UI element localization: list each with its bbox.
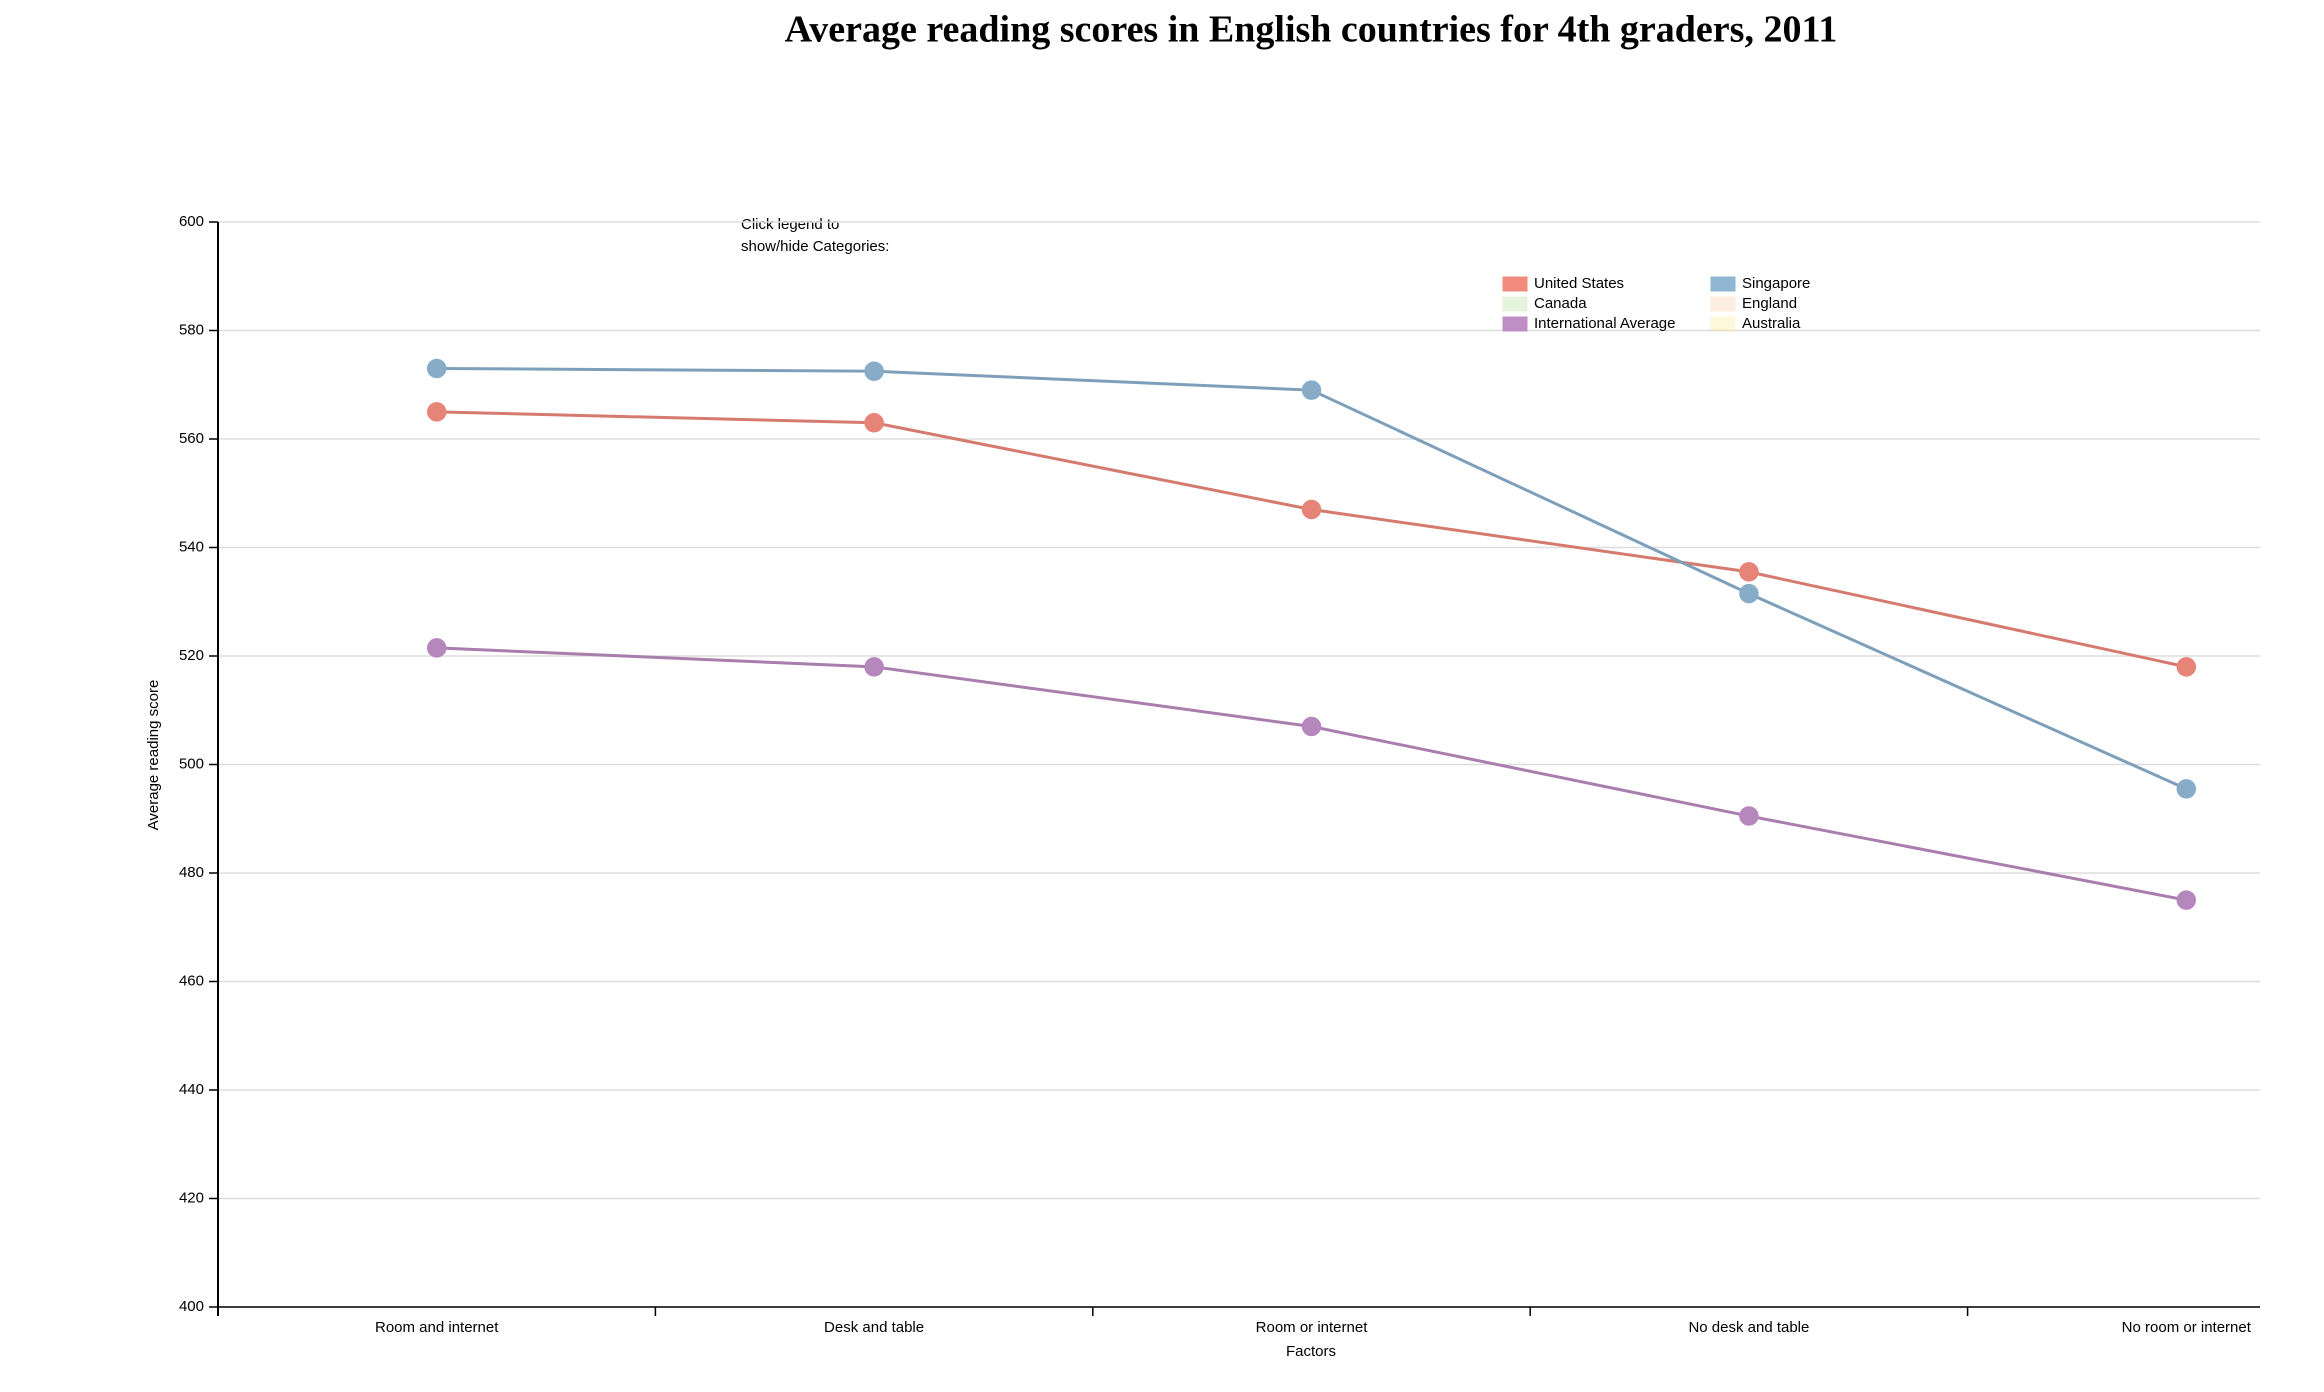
- data-point: [864, 412, 884, 433]
- y-tick-label: 580: [179, 321, 204, 338]
- y-tick-label: 540: [179, 538, 204, 555]
- series-line: [436, 646, 2187, 902]
- x-axis-label: Factors: [1286, 1343, 1336, 1360]
- y-tick-label: 460: [179, 972, 204, 989]
- legend-swatch[interactable]: [1710, 276, 1736, 292]
- legend-note: Click legend to: [741, 216, 839, 233]
- data-point: [1739, 583, 1759, 604]
- data-point: [1301, 499, 1322, 520]
- x-tick-label: Room and internet: [375, 1319, 499, 1336]
- data-point: [2176, 890, 2197, 910]
- data-point: [1301, 716, 1322, 737]
- legend-swatch[interactable]: [1502, 316, 1528, 332]
- y-tick-label: 560: [179, 430, 204, 447]
- data-point: [426, 358, 447, 379]
- data-point: [864, 361, 884, 381]
- x-tick-label: No room or internet: [2122, 1319, 2252, 1336]
- y-tick-label: 520: [179, 647, 204, 664]
- y-tick-label: 500: [179, 755, 204, 772]
- y-axis-label: Average reading score: [145, 680, 162, 831]
- legend-label[interactable]: Australia: [1742, 315, 1801, 332]
- data-point: [1301, 380, 1322, 400]
- data-point: [426, 638, 447, 658]
- data-point: [426, 402, 447, 422]
- x-tick-label: Desk and table: [824, 1319, 924, 1336]
- y-tick-label: 480: [179, 864, 204, 881]
- chart-title: Average reading scores in English countr…: [785, 9, 1838, 51]
- data-point: [1739, 562, 1759, 582]
- data-point: [864, 657, 884, 677]
- x-tick-label: No desk and table: [1688, 1319, 1809, 1336]
- legend-swatch[interactable]: [1502, 276, 1528, 292]
- y-tick-label: 400: [179, 1298, 204, 1315]
- legend-label[interactable]: International Average: [1534, 315, 1676, 332]
- y-tick-label: 600: [179, 213, 204, 230]
- data-point: [2176, 657, 2197, 677]
- data-point: [2176, 779, 2197, 799]
- legend-label[interactable]: England: [1742, 295, 1797, 312]
- x-tick-label: Room or internet: [1256, 1319, 1369, 1336]
- series-line: [436, 410, 2187, 669]
- legend-swatch[interactable]: [1502, 296, 1528, 312]
- legend-swatch[interactable]: [1710, 296, 1736, 312]
- legend-swatch[interactable]: [1710, 316, 1736, 332]
- data-point: [1739, 806, 1759, 826]
- legend-note: show/hide Categories:: [741, 238, 889, 255]
- legend-label[interactable]: Singapore: [1742, 275, 1810, 292]
- y-tick-label: 420: [179, 1189, 204, 1206]
- legend-label[interactable]: Canada: [1534, 295, 1587, 312]
- legend-label[interactable]: United States: [1534, 275, 1624, 292]
- y-tick-label: 440: [179, 1081, 204, 1098]
